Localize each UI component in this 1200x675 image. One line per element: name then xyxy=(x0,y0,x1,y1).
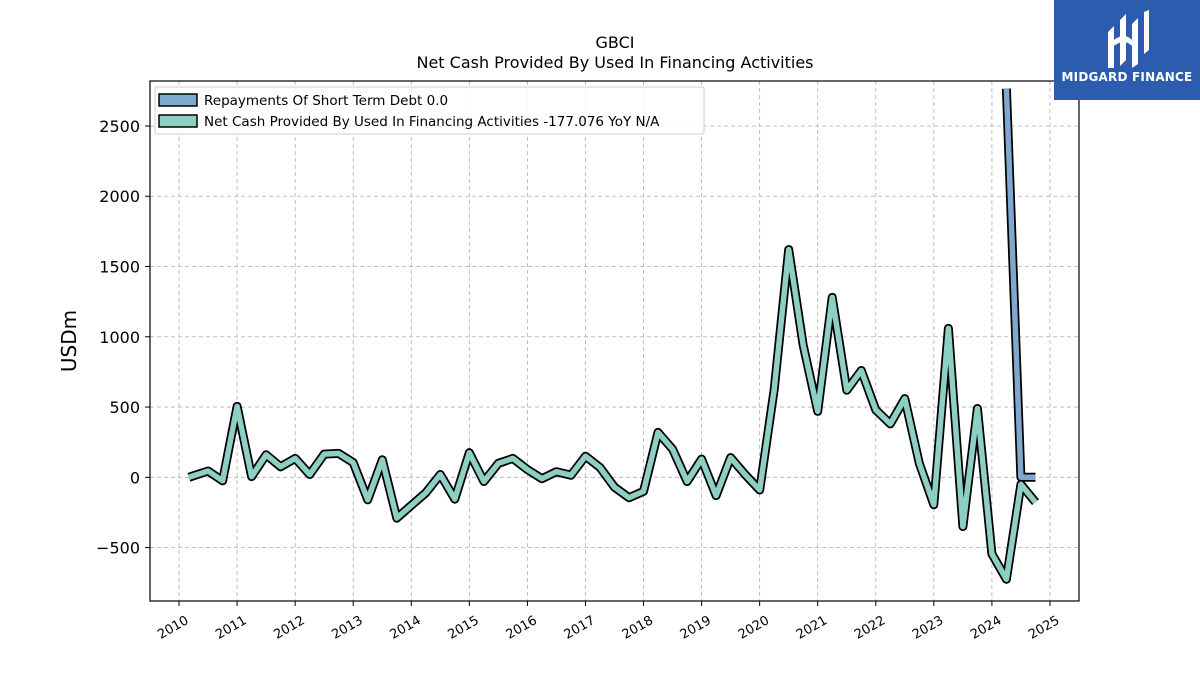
y-tick-label: −500 xyxy=(96,539,140,558)
legend-swatch-repayments xyxy=(158,93,198,107)
y-axis: −500 0 500 1000 1500 2000 2500 xyxy=(96,117,150,558)
legend-box xyxy=(154,86,705,135)
logo-mark-icon xyxy=(1108,10,1149,68)
legend-label-financing: Net Cash Provided By Used In Financing A… xyxy=(204,114,660,130)
x-tick-label: 2017 xyxy=(562,613,598,643)
legend-swatch-financing xyxy=(158,114,198,128)
series-line-repayments xyxy=(1001,88,1036,482)
series-line-financing xyxy=(187,245,1039,584)
x-tick-label: 2018 xyxy=(620,613,656,643)
legend: Repayments Of Short Term Debt 0.0 Net Ca… xyxy=(154,86,705,135)
x-tick-label: 2023 xyxy=(910,613,946,643)
x-tick-label: 2020 xyxy=(736,613,772,643)
series-stroke xyxy=(1003,88,1036,481)
y-tick-label: 500 xyxy=(109,398,140,417)
chart-title: GBCI xyxy=(596,33,635,52)
y-tick-label: 1000 xyxy=(99,328,140,347)
y-tick-label: 2500 xyxy=(99,117,140,136)
y-tick-label: 2000 xyxy=(99,187,140,206)
x-tick-label: 2022 xyxy=(852,613,888,643)
grid xyxy=(150,81,1079,601)
x-tick-label: 2010 xyxy=(155,613,191,643)
brand-logo: MIDGARD FINANCE xyxy=(1054,0,1200,100)
legend-label-repayments: Repayments Of Short Term Debt 0.0 xyxy=(204,93,448,109)
x-tick-label: 2014 xyxy=(387,613,423,643)
x-tick-label: 2019 xyxy=(678,613,714,643)
x-tick-label: 2013 xyxy=(329,613,365,643)
x-tick-label: 2016 xyxy=(504,613,540,643)
x-tick-label: 2021 xyxy=(794,613,830,643)
x-tick-label: 2024 xyxy=(968,613,1004,643)
logo-text: MIDGARD FINANCE xyxy=(1061,70,1193,84)
chart-subtitle: Net Cash Provided By Used In Financing A… xyxy=(416,53,813,72)
x-tick-label: 2012 xyxy=(271,613,307,643)
y-tick-label: 0 xyxy=(130,468,140,487)
plot-area-frame xyxy=(149,80,1080,602)
series-lines xyxy=(187,88,1039,584)
x-tick-label: 2015 xyxy=(446,613,482,643)
x-tick-label: 2011 xyxy=(213,613,249,643)
x-axis: 2010 2011 2012 2013 2014 2015 2016 2017 2018 2019… xyxy=(155,601,1062,643)
series-stroke xyxy=(188,246,1038,582)
y-axis-label: USDm xyxy=(57,310,81,372)
y-tick-label: 1500 xyxy=(99,258,140,277)
x-tick-label: 2025 xyxy=(1026,613,1062,643)
